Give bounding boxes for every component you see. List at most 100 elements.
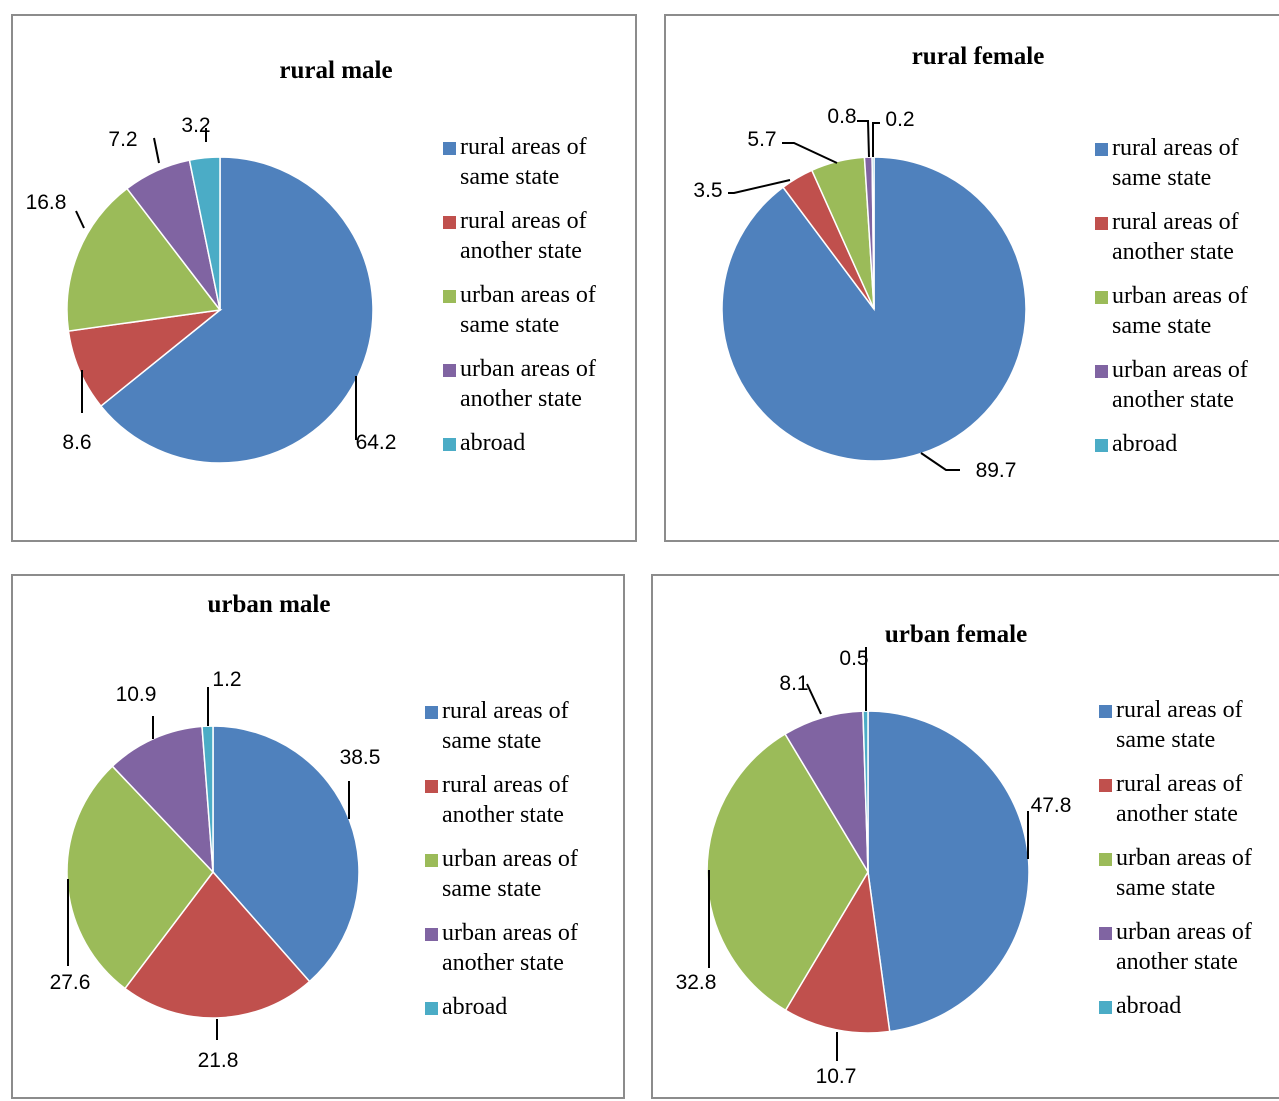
legend-urban-female: rural areas of same state rural areas of … [1097, 695, 1252, 1035]
legend-label: urban areas of another state [1112, 357, 1248, 413]
legend-item-rural-another-state: rural areas of another state [1097, 769, 1252, 829]
legend-item-urban-same-state: urban areas of same state [1093, 281, 1248, 341]
leader-line-urban-same-state [782, 142, 838, 164]
legend-label: urban areas of same state [1112, 283, 1248, 339]
data-label-urban-same-state: 5.7 [747, 128, 776, 151]
legend-swatch [443, 438, 456, 451]
legend-label: rural areas of same state [1116, 697, 1243, 753]
legend-rural-male: rural areas of same state rural areas of … [441, 132, 596, 472]
data-label-urban-another-state: 7.2 [108, 128, 137, 151]
legend-swatch [425, 1002, 438, 1015]
pie-slice-abroad [201, 725, 214, 873]
pie-chart-rural-male: 64.2 8.6 16.8 7.2 3.2 rural male [26, 57, 397, 464]
leader-line-rural-same-state [920, 452, 960, 471]
legend-label: abroad [1116, 993, 1182, 1019]
chart-title: rural male [279, 57, 392, 84]
data-label-rural-same-state: 89.7 [976, 459, 1017, 482]
legend-item-urban-another-state: urban areas of another state [423, 918, 578, 978]
legend-label: abroad [442, 994, 508, 1020]
chart-panel-urban-male: 38.5 21.8 27.6 10.9 1.2 urban male rural area… [11, 574, 625, 1099]
leader-line-urban-another-state [857, 120, 870, 158]
data-label-urban-another-state: 10.9 [116, 683, 157, 706]
data-label-urban-same-state: 16.8 [26, 191, 67, 214]
data-label-abroad: 0.5 [839, 647, 868, 670]
legend-swatch [425, 854, 438, 867]
legend-item-urban-another-state: urban areas of another state [1093, 355, 1248, 415]
legend-label: rural areas of another state [442, 772, 569, 828]
chart-title: urban female [885, 621, 1027, 648]
legend-swatch [425, 780, 438, 793]
data-label-abroad: 0.2 [885, 108, 914, 131]
legend-item-abroad: abroad [441, 428, 596, 458]
legend-swatch [1099, 705, 1112, 718]
legend-urban-male: rural areas of same state rural areas of … [423, 696, 578, 1036]
pie-slice-rural-another-state [784, 869, 891, 1034]
legend-item-urban-another-state: urban areas of another state [441, 354, 596, 414]
pie-slice-rural-same-state [212, 725, 360, 983]
legend-label: urban areas of same state [460, 282, 596, 338]
legend-label: rural areas of same state [460, 134, 587, 190]
chart-panel-rural-male: 64.2 8.6 16.8 7.2 3.2 rural male rural areas … [11, 14, 637, 542]
legend-item-rural-another-state: rural areas of another state [423, 770, 578, 830]
legend-label: rural areas of same state [442, 698, 569, 754]
legend-swatch [425, 928, 438, 941]
pie-slice-urban-same-state [66, 187, 222, 332]
data-label-rural-same-state: 64.2 [356, 431, 397, 454]
legend-label: abroad [460, 430, 526, 456]
legend-label: urban areas of same state [442, 846, 578, 902]
pie-chart-rural-female: 89.7 3.5 5.7 0.8 0.2 rural female [693, 43, 1045, 482]
legend-item-rural-another-state: rural areas of another state [441, 206, 596, 266]
chart-panel-urban-female: 47.8 10.7 32.8 8.1 0.5 urban female rural are… [651, 574, 1279, 1099]
leader-line-urban-another-state [806, 683, 822, 715]
legend-label: rural areas of another state [1112, 209, 1239, 265]
pie-slice-abroad [188, 156, 221, 311]
chart-title: rural female [912, 43, 1045, 70]
legend-item-rural-another-state: rural areas of another state [1093, 207, 1248, 267]
pie-slice-urban-same-state [706, 732, 869, 1012]
legend-label: abroad [1112, 431, 1178, 457]
pie-slice-rural-another-state [123, 870, 311, 1019]
leader-line-urban-another-state [153, 137, 160, 164]
legend-item-abroad: abroad [1093, 429, 1248, 459]
legend-label: urban areas of same state [1116, 845, 1252, 901]
data-label-urban-same-state: 27.6 [50, 971, 91, 994]
legend-swatch [425, 706, 438, 719]
data-label-rural-same-state: 47.8 [1031, 794, 1072, 817]
leader-line-urban-same-state [75, 210, 85, 229]
leader-line-rural-another-state [728, 179, 791, 194]
chart-title: urban male [208, 591, 331, 618]
data-label-rural-another-state: 3.5 [693, 179, 722, 202]
legend-item-abroad: abroad [423, 992, 578, 1022]
legend-item-urban-same-state: urban areas of same state [441, 280, 596, 340]
legend-item-abroad: abroad [1097, 991, 1252, 1021]
legend-swatch [1095, 143, 1108, 156]
legend-item-rural-same-state: rural areas of same state [441, 132, 596, 192]
data-label-rural-same-state: 38.5 [340, 746, 381, 769]
legend-rural-female: rural areas of same state rural areas of … [1093, 133, 1248, 473]
legend-swatch [1099, 779, 1112, 792]
legend-item-rural-same-state: rural areas of same state [423, 696, 578, 756]
legend-item-rural-same-state: rural areas of same state [1093, 133, 1248, 193]
legend-item-urban-same-state: urban areas of same state [423, 844, 578, 904]
legend-swatch [1099, 1001, 1112, 1014]
legend-swatch [443, 216, 456, 229]
legend-label: rural areas of same state [1112, 135, 1239, 191]
pie-slice-rural-same-state [867, 710, 1030, 1033]
legend-swatch [443, 290, 456, 303]
legend-item-urban-another-state: urban areas of another state [1097, 917, 1252, 977]
pie-slice-rural-another-state [67, 308, 223, 408]
pie-slice-abroad [862, 710, 869, 873]
leader-line-abroad [872, 122, 880, 157]
data-label-rural-another-state: 10.7 [816, 1065, 857, 1088]
legend-label: urban areas of another state [1116, 919, 1252, 975]
data-label-abroad: 1.2 [212, 668, 241, 691]
pie-chart-urban-female: 47.8 10.7 32.8 8.1 0.5 urban female [676, 621, 1072, 1088]
legend-swatch [443, 142, 456, 155]
legend-swatch [1095, 365, 1108, 378]
legend-swatch [1099, 927, 1112, 940]
data-label-urban-another-state: 0.8 [827, 105, 856, 128]
legend-swatch [1095, 439, 1108, 452]
legend-swatch [443, 364, 456, 377]
data-label-urban-another-state: 8.1 [779, 672, 808, 695]
legend-item-rural-same-state: rural areas of same state [1097, 695, 1252, 755]
